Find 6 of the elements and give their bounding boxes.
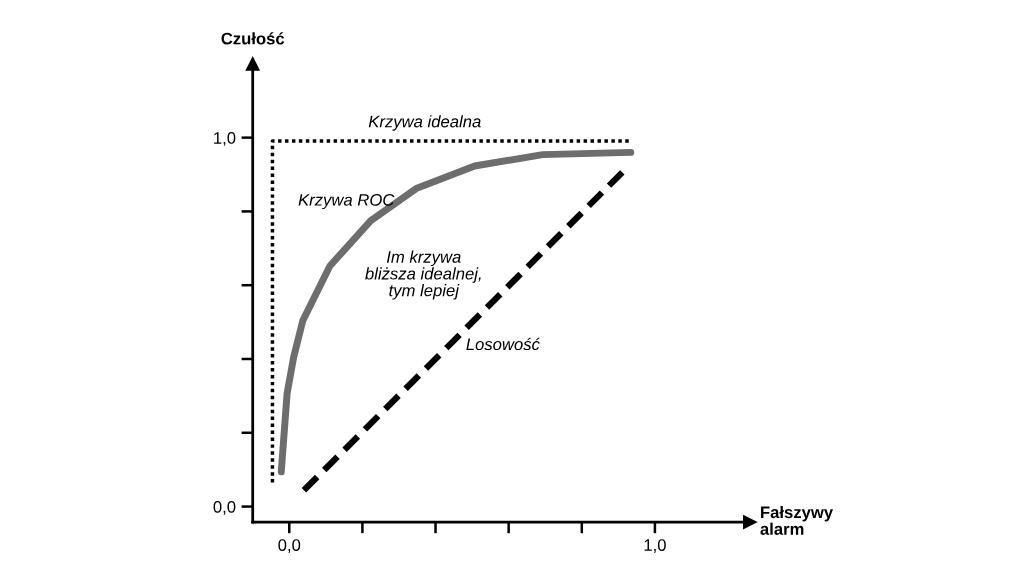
series-label: Krzywa idealna — [368, 115, 481, 131]
y-axis-title: Czułość — [221, 32, 285, 45]
series-label: Losowość — [466, 337, 540, 351]
annotation: Im krzywa bliższa idealnej, tym lepiej — [365, 250, 481, 300]
series-label: Krzywa ROC — [298, 193, 395, 210]
x-axis-title: Fałszywy alarm — [760, 505, 834, 535]
